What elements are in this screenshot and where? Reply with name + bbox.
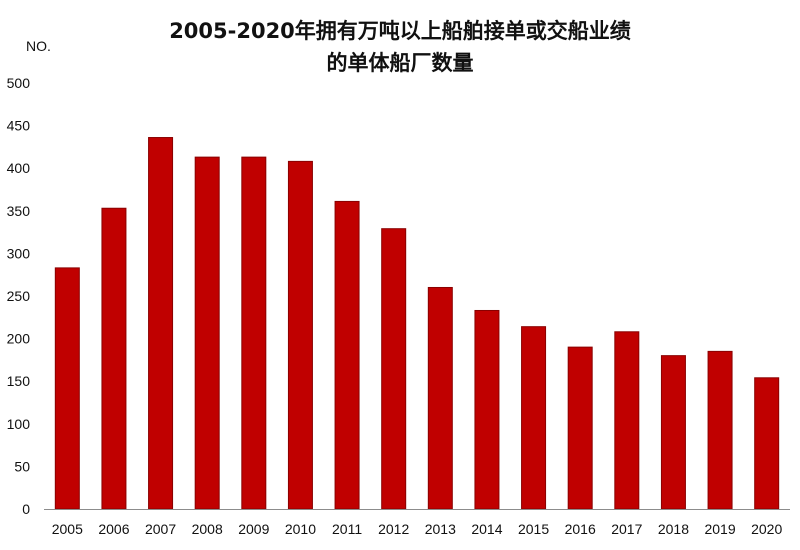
y-tick-label: 50	[14, 458, 30, 474]
x-tick-label: 2013	[425, 521, 456, 537]
x-tick-label: 2018	[658, 521, 689, 537]
bar-2018	[660, 355, 686, 510]
bar-2014	[474, 309, 500, 510]
x-tick-label: 2009	[238, 521, 269, 537]
y-tick-label: 0	[22, 501, 30, 517]
x-tick-label: 2011	[332, 521, 362, 537]
x-axis-ticks: 2005 2006 2007 2008 2009 2010 2011 2012 2013 2014…	[52, 521, 783, 537]
bar-2008	[194, 156, 220, 510]
bar-2009	[241, 156, 267, 510]
bar-2017	[614, 331, 640, 510]
y-axis-ticks: 0 50 100 150 200 250 300 350 400 450 500	[7, 75, 31, 517]
x-tick-label: 2008	[192, 521, 223, 537]
x-tick-label: 2012	[378, 521, 409, 537]
x-tick-label: 2014	[471, 521, 502, 537]
x-tick-label: 2005	[52, 521, 83, 537]
y-tick-label: 400	[7, 160, 31, 176]
x-tick-label: 2016	[565, 521, 596, 537]
y-tick-label: 250	[7, 288, 31, 304]
bar-2012	[381, 228, 407, 510]
y-axis-unit-label: NO.	[26, 38, 51, 54]
y-tick-label: 450	[7, 118, 31, 134]
bar-2010	[287, 160, 313, 510]
bar-2005	[54, 267, 80, 510]
x-tick-label: 2020	[751, 521, 782, 537]
x-tick-label: 2006	[98, 521, 129, 537]
y-tick-label: 300	[7, 245, 31, 261]
x-tick-label: 2017	[611, 521, 642, 537]
bar-2006	[101, 207, 127, 510]
x-tick-label: 2019	[704, 521, 735, 537]
chart-title-line-1: 2005-2020年拥有万吨以上船舶接单或交船业绩	[169, 19, 631, 43]
bar-2016	[567, 346, 593, 510]
bar-2019	[707, 350, 733, 510]
y-tick-label: 100	[7, 416, 31, 432]
bar-2013	[427, 286, 453, 510]
y-tick-label: 500	[7, 75, 31, 91]
bar-2011	[334, 200, 360, 510]
x-tick-label: 2015	[518, 521, 549, 537]
y-tick-label: 350	[7, 203, 31, 219]
chart-title-line-2: 的单体船厂数量	[327, 51, 474, 75]
bar-2015	[521, 326, 547, 510]
bars-group	[54, 137, 780, 510]
bar-2020	[754, 377, 780, 510]
x-tick-label: 2007	[145, 521, 176, 537]
x-tick-label: 2010	[285, 521, 316, 537]
y-tick-label: 200	[7, 331, 31, 347]
y-tick-label: 150	[7, 373, 31, 389]
bar-2007	[148, 137, 174, 510]
